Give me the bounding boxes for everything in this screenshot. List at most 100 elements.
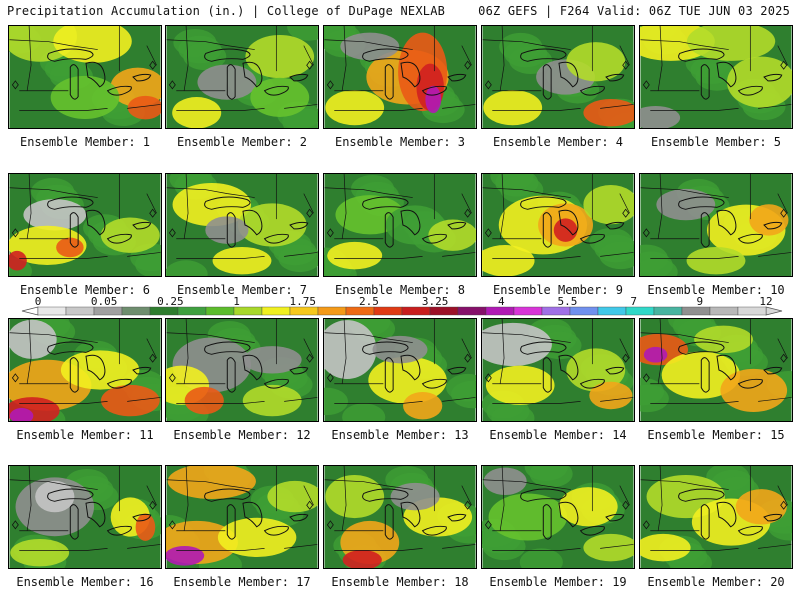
member-caption-prefix: Ensemble Member: (19, 283, 143, 297)
great-lakes-outline (242, 209, 263, 236)
great-lakes-outline (204, 48, 251, 62)
member-caption: Ensemble Member: 20 (633, 575, 799, 589)
border-line (777, 338, 788, 359)
precip-area (485, 365, 555, 405)
member-caption: Ensemble Member: 2 (159, 135, 325, 149)
location-marker (168, 228, 176, 238)
border-line (600, 104, 634, 109)
precip-map (165, 25, 319, 129)
great-lakes-outline (716, 501, 737, 528)
location-marker (780, 60, 788, 70)
member-caption: Ensemble Member: 6 (2, 283, 168, 297)
border-line (640, 479, 729, 490)
member-caption-prefix: Ensemble Member: (331, 575, 455, 589)
precip-area (488, 493, 568, 541)
border-line (9, 479, 98, 490)
member-number: 5 (773, 135, 782, 149)
border-line (442, 104, 476, 109)
great-lakes-outline (678, 341, 725, 355)
precip-area (342, 550, 382, 568)
great-lakes-outline (579, 525, 605, 536)
member-caption: Ensemble Member: 14 (475, 428, 641, 442)
great-lakes-outline (737, 233, 763, 244)
great-lakes-outline (132, 73, 152, 82)
ensemble-panel: Ensemble Member: 15 (639, 318, 793, 442)
precip-area (56, 237, 84, 258)
ensemble-panel: Ensemble Member: 19 (481, 465, 635, 589)
precip-area (324, 387, 349, 416)
border-line (650, 401, 739, 404)
border-line (183, 26, 189, 91)
member-caption-prefix: Ensemble Member: (489, 428, 613, 442)
member-caption-prefix: Ensemble Member: (334, 283, 458, 297)
great-lakes-outline (47, 48, 94, 62)
great-lakes-outline (520, 341, 567, 355)
member-caption: Ensemble Member: 9 (475, 283, 641, 297)
great-lakes-outline (289, 221, 309, 230)
great-lakes-outline (204, 488, 251, 502)
precip-area (242, 346, 302, 374)
border-line (482, 479, 571, 490)
scale-swatch (569, 306, 599, 316)
border-line (127, 104, 161, 109)
precip-area (720, 368, 788, 412)
precip-map (165, 173, 319, 277)
location-marker (11, 228, 19, 238)
border-line (324, 479, 413, 490)
precip-area (287, 26, 318, 41)
scale-swatch (709, 306, 739, 316)
precip-area (686, 26, 776, 61)
border-line (499, 466, 505, 531)
precip-area (53, 26, 132, 63)
great-lakes-outline (106, 85, 132, 96)
precip-area (403, 391, 443, 420)
border-line (303, 338, 314, 359)
precip-map (639, 318, 793, 422)
member-caption-prefix: Ensemble Member: (176, 283, 300, 297)
precip-map (165, 465, 319, 569)
precip-map (165, 318, 319, 422)
location-marker (642, 80, 650, 90)
precip-area (694, 325, 753, 354)
scale-swatch (401, 306, 431, 316)
great-lakes-outline (678, 48, 725, 62)
great-lakes-outline (242, 354, 263, 381)
scale-swatch (681, 306, 711, 316)
ensemble-panel: Ensemble Member: 8 (323, 173, 477, 297)
scale-label: 0 (35, 296, 42, 308)
precip-area (519, 548, 563, 568)
precip-area (250, 77, 310, 118)
ensemble-panel: Ensemble Member: 20 (639, 465, 793, 589)
location-marker (780, 353, 788, 363)
border-line (341, 319, 347, 384)
great-lakes-outline (47, 341, 94, 355)
great-lakes-outline (132, 366, 152, 375)
border-line (176, 108, 265, 111)
great-lakes-outline (263, 85, 289, 96)
ensemble-panel: Ensemble Member: 7 (165, 173, 319, 297)
great-lakes-outline (242, 501, 263, 528)
border-line (324, 332, 413, 343)
ensemble-panel: Ensemble Member: 17 (165, 465, 319, 589)
precip-map (481, 173, 635, 277)
great-lakes-outline (520, 488, 567, 502)
ensemble-panel: Ensemble Member: 5 (639, 25, 793, 149)
scale-swatch (233, 306, 263, 316)
great-lakes-outline (605, 366, 625, 375)
precip-map (323, 25, 477, 129)
precip-area (327, 241, 383, 270)
border-line (461, 485, 472, 506)
border-line (127, 252, 161, 257)
precip-area (50, 75, 120, 119)
border-line (334, 256, 423, 259)
precip-area (643, 346, 668, 363)
border-line (19, 108, 108, 111)
location-marker (306, 60, 314, 70)
scale-label: 4 (498, 296, 505, 308)
precip-area (640, 384, 669, 413)
member-number: 9 (615, 283, 624, 297)
ensemble-panel: Ensemble Member: 16 (8, 465, 162, 589)
precip-area (325, 89, 385, 126)
precip-map (323, 465, 477, 569)
precip-area (686, 246, 746, 275)
